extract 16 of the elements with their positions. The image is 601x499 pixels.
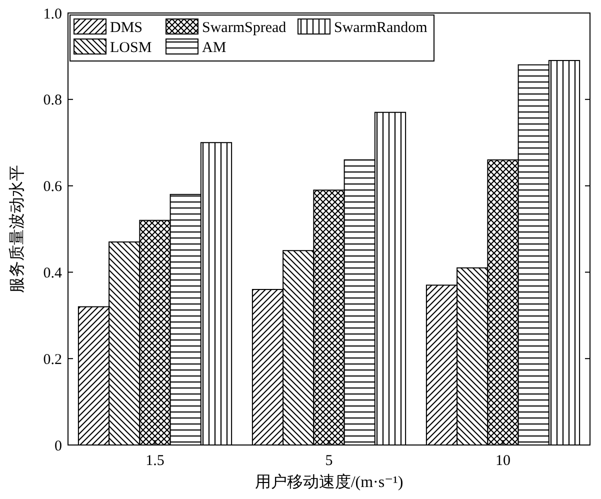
x-axis-title: 用户移动速度/(m·s⁻¹) [254, 473, 404, 491]
y-tick-label: 0.8 [43, 92, 62, 109]
y-tick-label: 1.0 [43, 6, 62, 22]
legend-label: SwarmRandom [334, 20, 428, 36]
legend-label: DMS [110, 20, 143, 36]
y-tick-label: 0.4 [43, 265, 62, 282]
x-tick-label: 10 [496, 453, 510, 469]
legend-label: AM [202, 40, 226, 56]
y-tick-label: 0 [54, 438, 62, 454]
legend-label: LOSM [110, 40, 152, 56]
x-tick-label: 1.5 [146, 453, 164, 469]
y-axis-title: 服务质量波动水平 [8, 165, 26, 293]
y-tick-label: 0.2 [43, 352, 62, 368]
y-tick-label: 0.6 [43, 179, 62, 196]
legend-label: SwarmSpread [202, 20, 287, 36]
x-tick-label: 5 [325, 453, 333, 469]
